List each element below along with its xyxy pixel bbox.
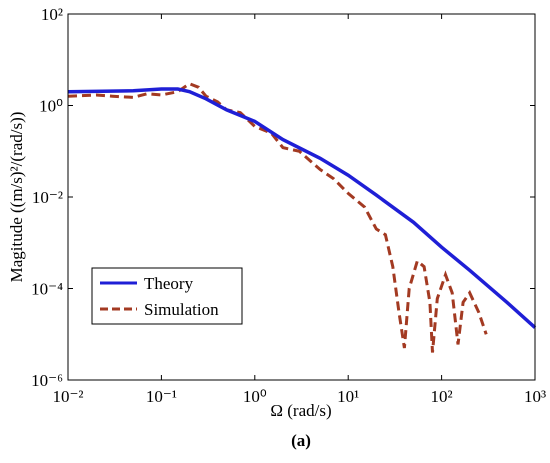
x-tick-label: 10⁰ xyxy=(243,387,267,406)
caption: (a) xyxy=(291,431,311,450)
x-axis-label: Ω (rad/s) xyxy=(270,401,331,420)
y-tick-label: 10⁻² xyxy=(32,188,63,207)
y-tick-label: 10² xyxy=(41,5,63,24)
legend-label: Simulation xyxy=(144,300,219,319)
x-tick-label: 10⁻² xyxy=(52,387,83,406)
x-tick-label: 10³ xyxy=(524,387,546,406)
y-tick-label: 10⁻⁴ xyxy=(31,280,63,299)
line-series xyxy=(67,87,537,329)
x-tick-label: 10⁻¹ xyxy=(146,387,177,406)
y-tick-label: 10⁰ xyxy=(39,97,63,116)
x-tick-label: 10² xyxy=(431,387,453,406)
y-tick-label: 10⁻⁶ xyxy=(31,371,63,390)
x-tick-label: 10¹ xyxy=(337,387,359,406)
plot-frame xyxy=(67,13,536,381)
y-axis-label: Magitude ((m/s)²/(rad/s)) xyxy=(7,112,26,283)
legend-box xyxy=(91,267,243,325)
legend-label: Theory xyxy=(144,274,194,293)
